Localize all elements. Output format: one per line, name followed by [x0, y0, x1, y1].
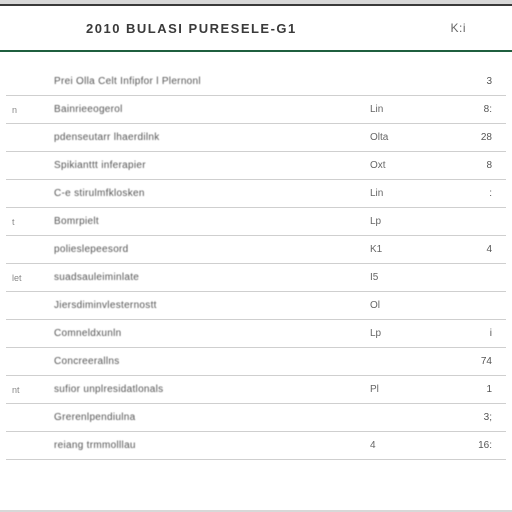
- row-code: [364, 404, 436, 432]
- row-side-label: let: [6, 264, 46, 292]
- table-wrapper: Prei Olla Celt Infipfor l Plernonl3nBain…: [0, 52, 512, 460]
- data-table: Prei Olla Celt Infipfor l Plernonl3nBain…: [6, 68, 506, 460]
- row-side-label: [6, 124, 46, 152]
- row-value: 3;: [436, 404, 506, 432]
- row-code: [364, 348, 436, 376]
- row-code: Ol: [364, 292, 436, 320]
- table-row: ComneldxunlnLpi: [6, 320, 506, 348]
- row-side-label: n: [6, 96, 46, 124]
- row-item: Spikianttt inferapier: [46, 152, 364, 180]
- row-side-label: [6, 180, 46, 208]
- table-row: tBomrpieltLp: [6, 208, 506, 236]
- row-side-label: nt: [6, 376, 46, 404]
- table-row: Concreerallns 74: [6, 348, 506, 376]
- row-value: [436, 264, 506, 292]
- row-side-label: [6, 432, 46, 460]
- row-value: i: [436, 320, 506, 348]
- row-item: Bomrpielt: [46, 208, 364, 236]
- row-code: Oxt: [364, 152, 436, 180]
- row-value: 8: [436, 152, 506, 180]
- row-side-label: [6, 68, 46, 96]
- table-row: ntsufior unplresidatlonalsPl1: [6, 376, 506, 404]
- row-code: Lp: [364, 208, 436, 236]
- table-body: Prei Olla Celt Infipfor l Plernonl3nBain…: [6, 68, 506, 460]
- table-header: 2010 BULASI PURESELE-G1 K:i: [0, 6, 512, 52]
- table-row: polieslepeesordK14: [6, 236, 506, 264]
- table-row: Prei Olla Celt Infipfor l Plernonl 3: [6, 68, 506, 96]
- row-code: Pl: [364, 376, 436, 404]
- row-item: Prei Olla Celt Infipfor l Plernonl: [46, 68, 364, 96]
- row-item: Grerenlpendiulna: [46, 404, 364, 432]
- row-item: Jiersdiminvlesternostt: [46, 292, 364, 320]
- row-side-label: [6, 348, 46, 376]
- row-value: 8:: [436, 96, 506, 124]
- row-side-label: [6, 404, 46, 432]
- row-item: Bainrieeogerol: [46, 96, 364, 124]
- row-item: Comneldxunln: [46, 320, 364, 348]
- row-side-label: t: [6, 208, 46, 236]
- table-row: Grerenlpendiulna 3;: [6, 404, 506, 432]
- row-code: K1: [364, 236, 436, 264]
- row-code: Lin: [364, 96, 436, 124]
- row-item: Concreerallns: [46, 348, 364, 376]
- table-row: Spikianttt inferapierOxt8: [6, 152, 506, 180]
- row-item: C-e stirulmfklosken: [46, 180, 364, 208]
- row-side-label: [6, 152, 46, 180]
- table-row: C-e stirulmfkloskenLin:: [6, 180, 506, 208]
- row-code: Olta: [364, 124, 436, 152]
- row-item: suadsauleiminlate: [46, 264, 364, 292]
- page-title: 2010 BULASI PURESELE-G1: [16, 21, 297, 36]
- row-code: [364, 68, 436, 96]
- row-side-label: [6, 292, 46, 320]
- row-value: [436, 292, 506, 320]
- row-value: :: [436, 180, 506, 208]
- row-value: 4: [436, 236, 506, 264]
- row-value: 74: [436, 348, 506, 376]
- table-row: nBainrieeogerolLin8:: [6, 96, 506, 124]
- page-container: 2010 BULASI PURESELE-G1 K:i Prei Olla Ce…: [0, 4, 512, 510]
- row-value: 3: [436, 68, 506, 96]
- row-item: polieslepeesord: [46, 236, 364, 264]
- table-row: pdenseutarr lhaerdilnkOlta28: [6, 124, 506, 152]
- row-code: Lp: [364, 320, 436, 348]
- table-row: reiang trmmolllau416:: [6, 432, 506, 460]
- header-right-label: K:i: [450, 21, 496, 35]
- row-value: 28: [436, 124, 506, 152]
- row-side-label: [6, 320, 46, 348]
- row-value: 16:: [436, 432, 506, 460]
- row-code: I5: [364, 264, 436, 292]
- row-item: pdenseutarr lhaerdilnk: [46, 124, 364, 152]
- table-row: letsuadsauleiminlateI5: [6, 264, 506, 292]
- row-code: Lin: [364, 180, 436, 208]
- row-value: 1: [436, 376, 506, 404]
- table-row: JiersdiminvlesternosttOl: [6, 292, 506, 320]
- row-code: 4: [364, 432, 436, 460]
- row-item: reiang trmmolllau: [46, 432, 364, 460]
- row-value: [436, 208, 506, 236]
- row-side-label: [6, 236, 46, 264]
- row-item: sufior unplresidatlonals: [46, 376, 364, 404]
